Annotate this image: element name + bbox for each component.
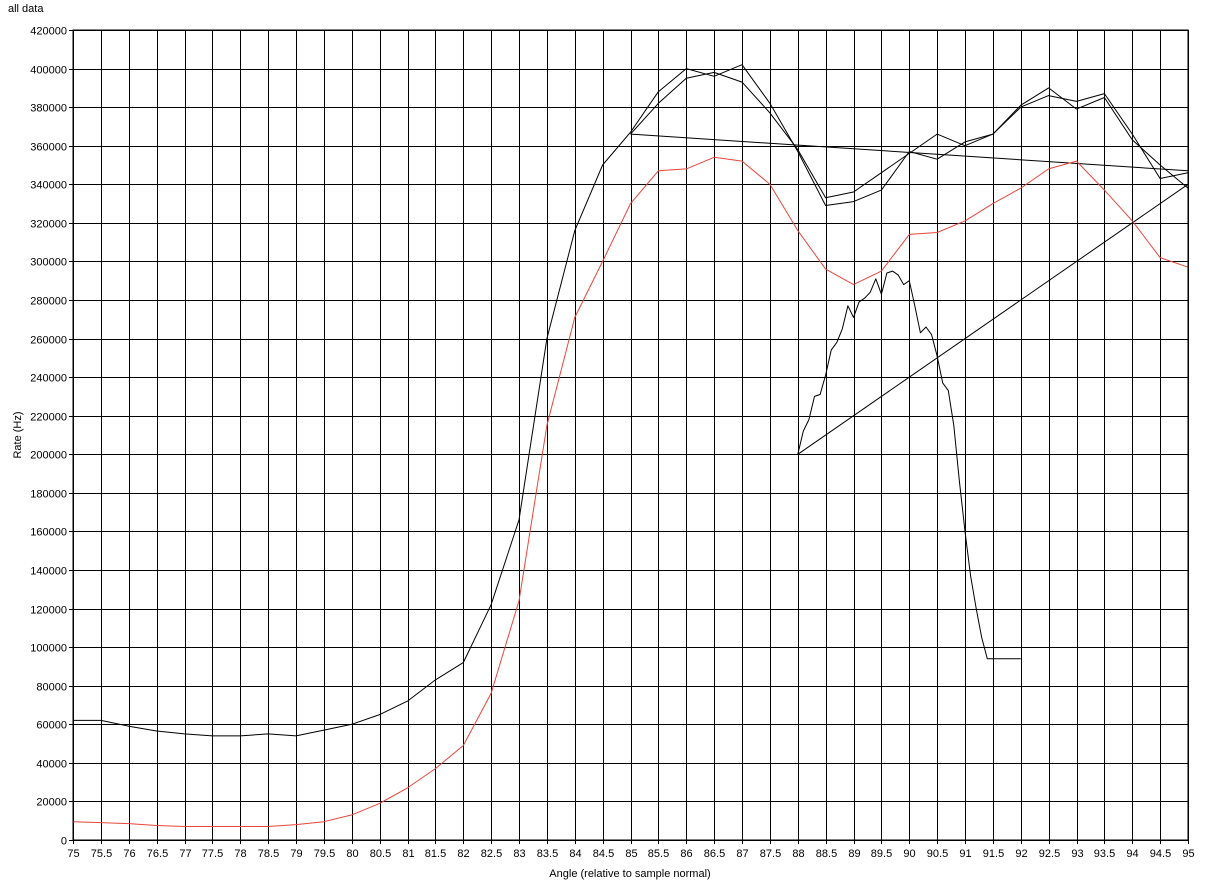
x-tick-label: 84 bbox=[569, 848, 581, 860]
x-tick-label: 76 bbox=[123, 848, 135, 860]
x-tick-label: 91.5 bbox=[983, 848, 1004, 860]
y-tick-label: 400000 bbox=[30, 65, 67, 77]
y-tick-label: 140000 bbox=[30, 566, 67, 578]
x-tick-label: 86.5 bbox=[704, 848, 725, 860]
y-tick-label: 300000 bbox=[30, 257, 67, 269]
x-tick-label: 83.5 bbox=[537, 848, 558, 860]
x-tick-label: 80 bbox=[346, 848, 358, 860]
y-tick-label: 280000 bbox=[30, 296, 67, 308]
y-tick-label: 100000 bbox=[30, 643, 67, 655]
x-axis: 75 75.5 76 76.5 77 77.5 78 78.5 79 79.5 80 80.5 81 81… bbox=[67, 840, 1195, 860]
y-tick-label: 120000 bbox=[30, 605, 67, 617]
y-tick-label: 40000 bbox=[36, 759, 67, 771]
y-tick-label: 320000 bbox=[30, 219, 67, 231]
x-tick-label: 88 bbox=[792, 848, 804, 860]
y-tick-label: 180000 bbox=[30, 489, 67, 501]
y-tick-label: 80000 bbox=[36, 682, 67, 694]
x-axis-label: Angle (relative to sample normal) bbox=[549, 868, 710, 880]
series-line-2 bbox=[630, 71, 1189, 199]
x-tick-label: 79 bbox=[290, 848, 302, 860]
x-tick-label: 92.5 bbox=[1039, 848, 1060, 860]
grid bbox=[73, 30, 1189, 841]
x-tick-label: 94 bbox=[1126, 848, 1138, 860]
chart-title: all data bbox=[8, 3, 44, 15]
y-tick-label: 340000 bbox=[30, 180, 67, 192]
x-tick-label: 80.5 bbox=[370, 848, 391, 860]
series-line-6 bbox=[72, 156, 1189, 827]
y-axis-label: Rate (Hz) bbox=[12, 411, 24, 458]
x-tick-label: 79.5 bbox=[314, 848, 335, 860]
y-tick-label: 420000 bbox=[30, 26, 67, 38]
y-axis: 0 20000 40000 60000 80000 100000 120000 140000 1… bbox=[30, 26, 73, 848]
x-tick-label: 82.5 bbox=[481, 848, 502, 860]
series-group bbox=[72, 64, 1189, 827]
y-tick-label: 20000 bbox=[36, 797, 67, 809]
y-tick-label: 240000 bbox=[30, 373, 67, 385]
y-tick-label: 220000 bbox=[30, 412, 67, 424]
series-line-5 bbox=[797, 270, 1021, 660]
x-tick-label: 88.5 bbox=[816, 848, 837, 860]
x-tick-label: 81.5 bbox=[425, 848, 446, 860]
x-tick-label: 89 bbox=[848, 848, 860, 860]
y-tick-label: 160000 bbox=[30, 527, 67, 539]
x-tick-label: 93.5 bbox=[1094, 848, 1115, 860]
x-tick-label: 87 bbox=[736, 848, 748, 860]
x-tick-label: 87.5 bbox=[760, 848, 781, 860]
x-tick-label: 82 bbox=[457, 848, 469, 860]
x-tick-label: 85.5 bbox=[648, 848, 669, 860]
x-tick-label: 93 bbox=[1071, 848, 1083, 860]
x-tick-label: 75.5 bbox=[91, 848, 112, 860]
x-tick-label: 90.5 bbox=[927, 848, 948, 860]
x-tick-label: 84.5 bbox=[593, 848, 614, 860]
series-line-3 bbox=[630, 133, 1189, 172]
x-tick-label: 94.5 bbox=[1150, 848, 1171, 860]
x-tick-label: 92 bbox=[1015, 848, 1027, 860]
x-tick-label: 75 bbox=[67, 848, 79, 860]
y-tick-label: 380000 bbox=[30, 103, 67, 115]
y-tick-label: 360000 bbox=[30, 142, 67, 154]
x-tick-label: 78 bbox=[234, 848, 246, 860]
x-tick-label: 78.5 bbox=[258, 848, 279, 860]
y-tick-label: 260000 bbox=[30, 335, 67, 347]
x-tick-label: 83 bbox=[513, 848, 525, 860]
x-tick-label: 95 bbox=[1182, 848, 1194, 860]
x-tick-label: 85 bbox=[625, 848, 637, 860]
x-tick-label: 81 bbox=[402, 848, 414, 860]
x-tick-label: 77 bbox=[179, 848, 191, 860]
y-tick-label: 0 bbox=[61, 836, 67, 848]
series-line-4 bbox=[797, 183, 1189, 455]
x-tick-label: 89.5 bbox=[871, 848, 892, 860]
x-tick-label: 77.5 bbox=[202, 848, 223, 860]
x-tick-label: 76.5 bbox=[147, 848, 168, 860]
y-tick-label: 60000 bbox=[36, 720, 67, 732]
x-tick-label: 86 bbox=[680, 848, 692, 860]
y-tick-label: 200000 bbox=[30, 450, 67, 462]
plot-frame bbox=[72, 29, 1189, 841]
x-tick-label: 90 bbox=[903, 848, 915, 860]
x-tick-label: 91 bbox=[959, 848, 971, 860]
